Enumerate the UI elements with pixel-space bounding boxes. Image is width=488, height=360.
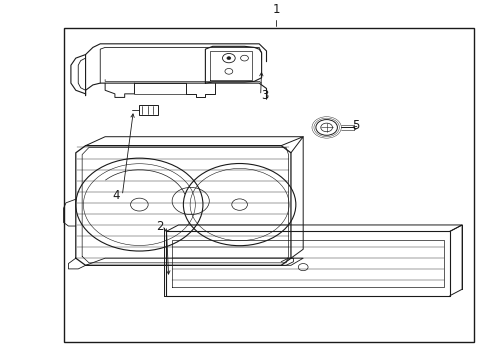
Text: 3: 3 bbox=[261, 89, 268, 102]
Bar bbox=[63, 28, 473, 342]
Circle shape bbox=[226, 57, 230, 59]
Text: 1: 1 bbox=[272, 3, 280, 16]
Text: 5: 5 bbox=[351, 120, 359, 132]
Text: 4: 4 bbox=[112, 189, 120, 202]
Text: 2: 2 bbox=[156, 220, 163, 233]
